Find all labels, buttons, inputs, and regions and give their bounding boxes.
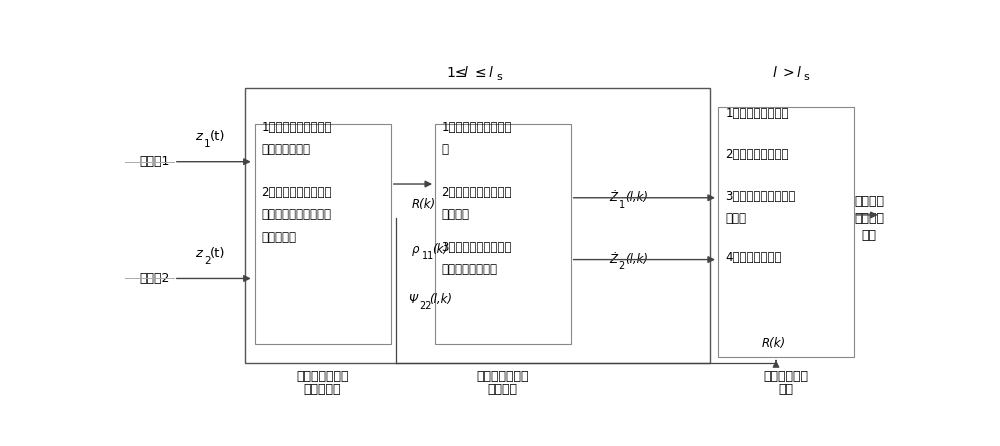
- Bar: [435, 124, 571, 344]
- Text: 2、估计平稳噪音的功: 2、估计平稳噪音的功: [441, 186, 512, 199]
- Text: (t): (t): [210, 247, 226, 260]
- Text: 2、根据功率谱的平均: 2、根据功率谱的平均: [261, 186, 332, 199]
- Text: 1、构造语音阻塞滤波: 1、构造语音阻塞滤波: [441, 121, 512, 134]
- Text: 1: 1: [204, 139, 211, 149]
- Text: 3、根据平稳噪音功率: 3、根据平稳噪音功率: [441, 241, 512, 254]
- Text: 麦克风1: 麦克风1: [139, 155, 169, 168]
- Text: (l,k): (l,k): [430, 293, 453, 306]
- Text: (t): (t): [210, 130, 226, 143]
- Text: l: l: [464, 66, 468, 79]
- Text: 谱，抑制平稳噪音: 谱，抑制平稳噪音: [441, 264, 497, 277]
- Text: 输函数估计: 输函数估计: [304, 383, 341, 396]
- Text: 分量: 分量: [779, 383, 794, 396]
- Text: 麦克风2: 麦克风2: [139, 272, 169, 285]
- Text: 1: 1: [619, 200, 625, 210]
- Text: Ż: Ż: [609, 253, 617, 266]
- Text: 11: 11: [422, 251, 434, 261]
- Bar: [718, 107, 854, 357]
- Text: l: l: [796, 66, 800, 79]
- Text: 2、相位差信息计算: 2、相位差信息计算: [726, 149, 789, 161]
- Text: 道传输函数: 道传输函数: [261, 231, 296, 244]
- Text: 目标语音通道传: 目标语音通道传: [296, 370, 349, 383]
- Text: 2: 2: [204, 256, 211, 266]
- Text: z: z: [195, 247, 202, 260]
- Bar: [245, 88, 710, 363]
- Text: ρ: ρ: [412, 243, 419, 256]
- Text: 器: 器: [441, 143, 448, 156]
- Text: 1≤: 1≤: [447, 66, 467, 79]
- Text: 噪音分量: 噪音分量: [487, 383, 517, 396]
- Bar: [255, 124, 391, 344]
- Text: ≤: ≤: [475, 66, 486, 79]
- Text: 时域信号: 时域信号: [854, 212, 884, 225]
- Text: 定增益: 定增益: [726, 212, 747, 225]
- Text: l: l: [772, 66, 776, 79]
- Text: 消除定向噪音: 消除定向噪音: [764, 370, 809, 383]
- Text: z: z: [195, 130, 202, 143]
- Text: (l,k): (l,k): [625, 191, 648, 204]
- Text: >: >: [782, 66, 794, 79]
- Text: R(k): R(k): [412, 198, 436, 211]
- Text: 率谱密度: 率谱密度: [441, 208, 469, 221]
- Text: l: l: [488, 66, 492, 79]
- Text: Ż: Ż: [609, 191, 617, 204]
- Text: s: s: [804, 72, 810, 82]
- Text: 4、逆傅里叶变换: 4、逆傅里叶变换: [726, 252, 782, 264]
- Text: 3、根据通带、阻带确: 3、根据通带、阻带确: [726, 190, 796, 202]
- Text: 估计: 估计: [862, 229, 876, 242]
- Text: (l,k): (l,k): [625, 253, 648, 266]
- Text: s: s: [496, 72, 502, 82]
- Text: 2: 2: [619, 261, 625, 272]
- Text: 22: 22: [420, 301, 432, 311]
- Text: R(k): R(k): [762, 337, 786, 350]
- Text: 目标语音: 目标语音: [854, 195, 884, 208]
- Text: 1、估计各通道的自功: 1、估计各通道的自功: [261, 121, 332, 134]
- Text: 估计及消除平稳: 估计及消除平稳: [476, 370, 529, 383]
- Text: 值，确定平稳噪音的通: 值，确定平稳噪音的通: [261, 208, 331, 221]
- Text: 率谱、互功率谱: 率谱、互功率谱: [261, 143, 310, 156]
- Text: 1、功率谱密度估计: 1、功率谱密度估计: [726, 107, 789, 120]
- Text: Ψ: Ψ: [409, 293, 418, 306]
- Text: (k): (k): [432, 243, 448, 256]
